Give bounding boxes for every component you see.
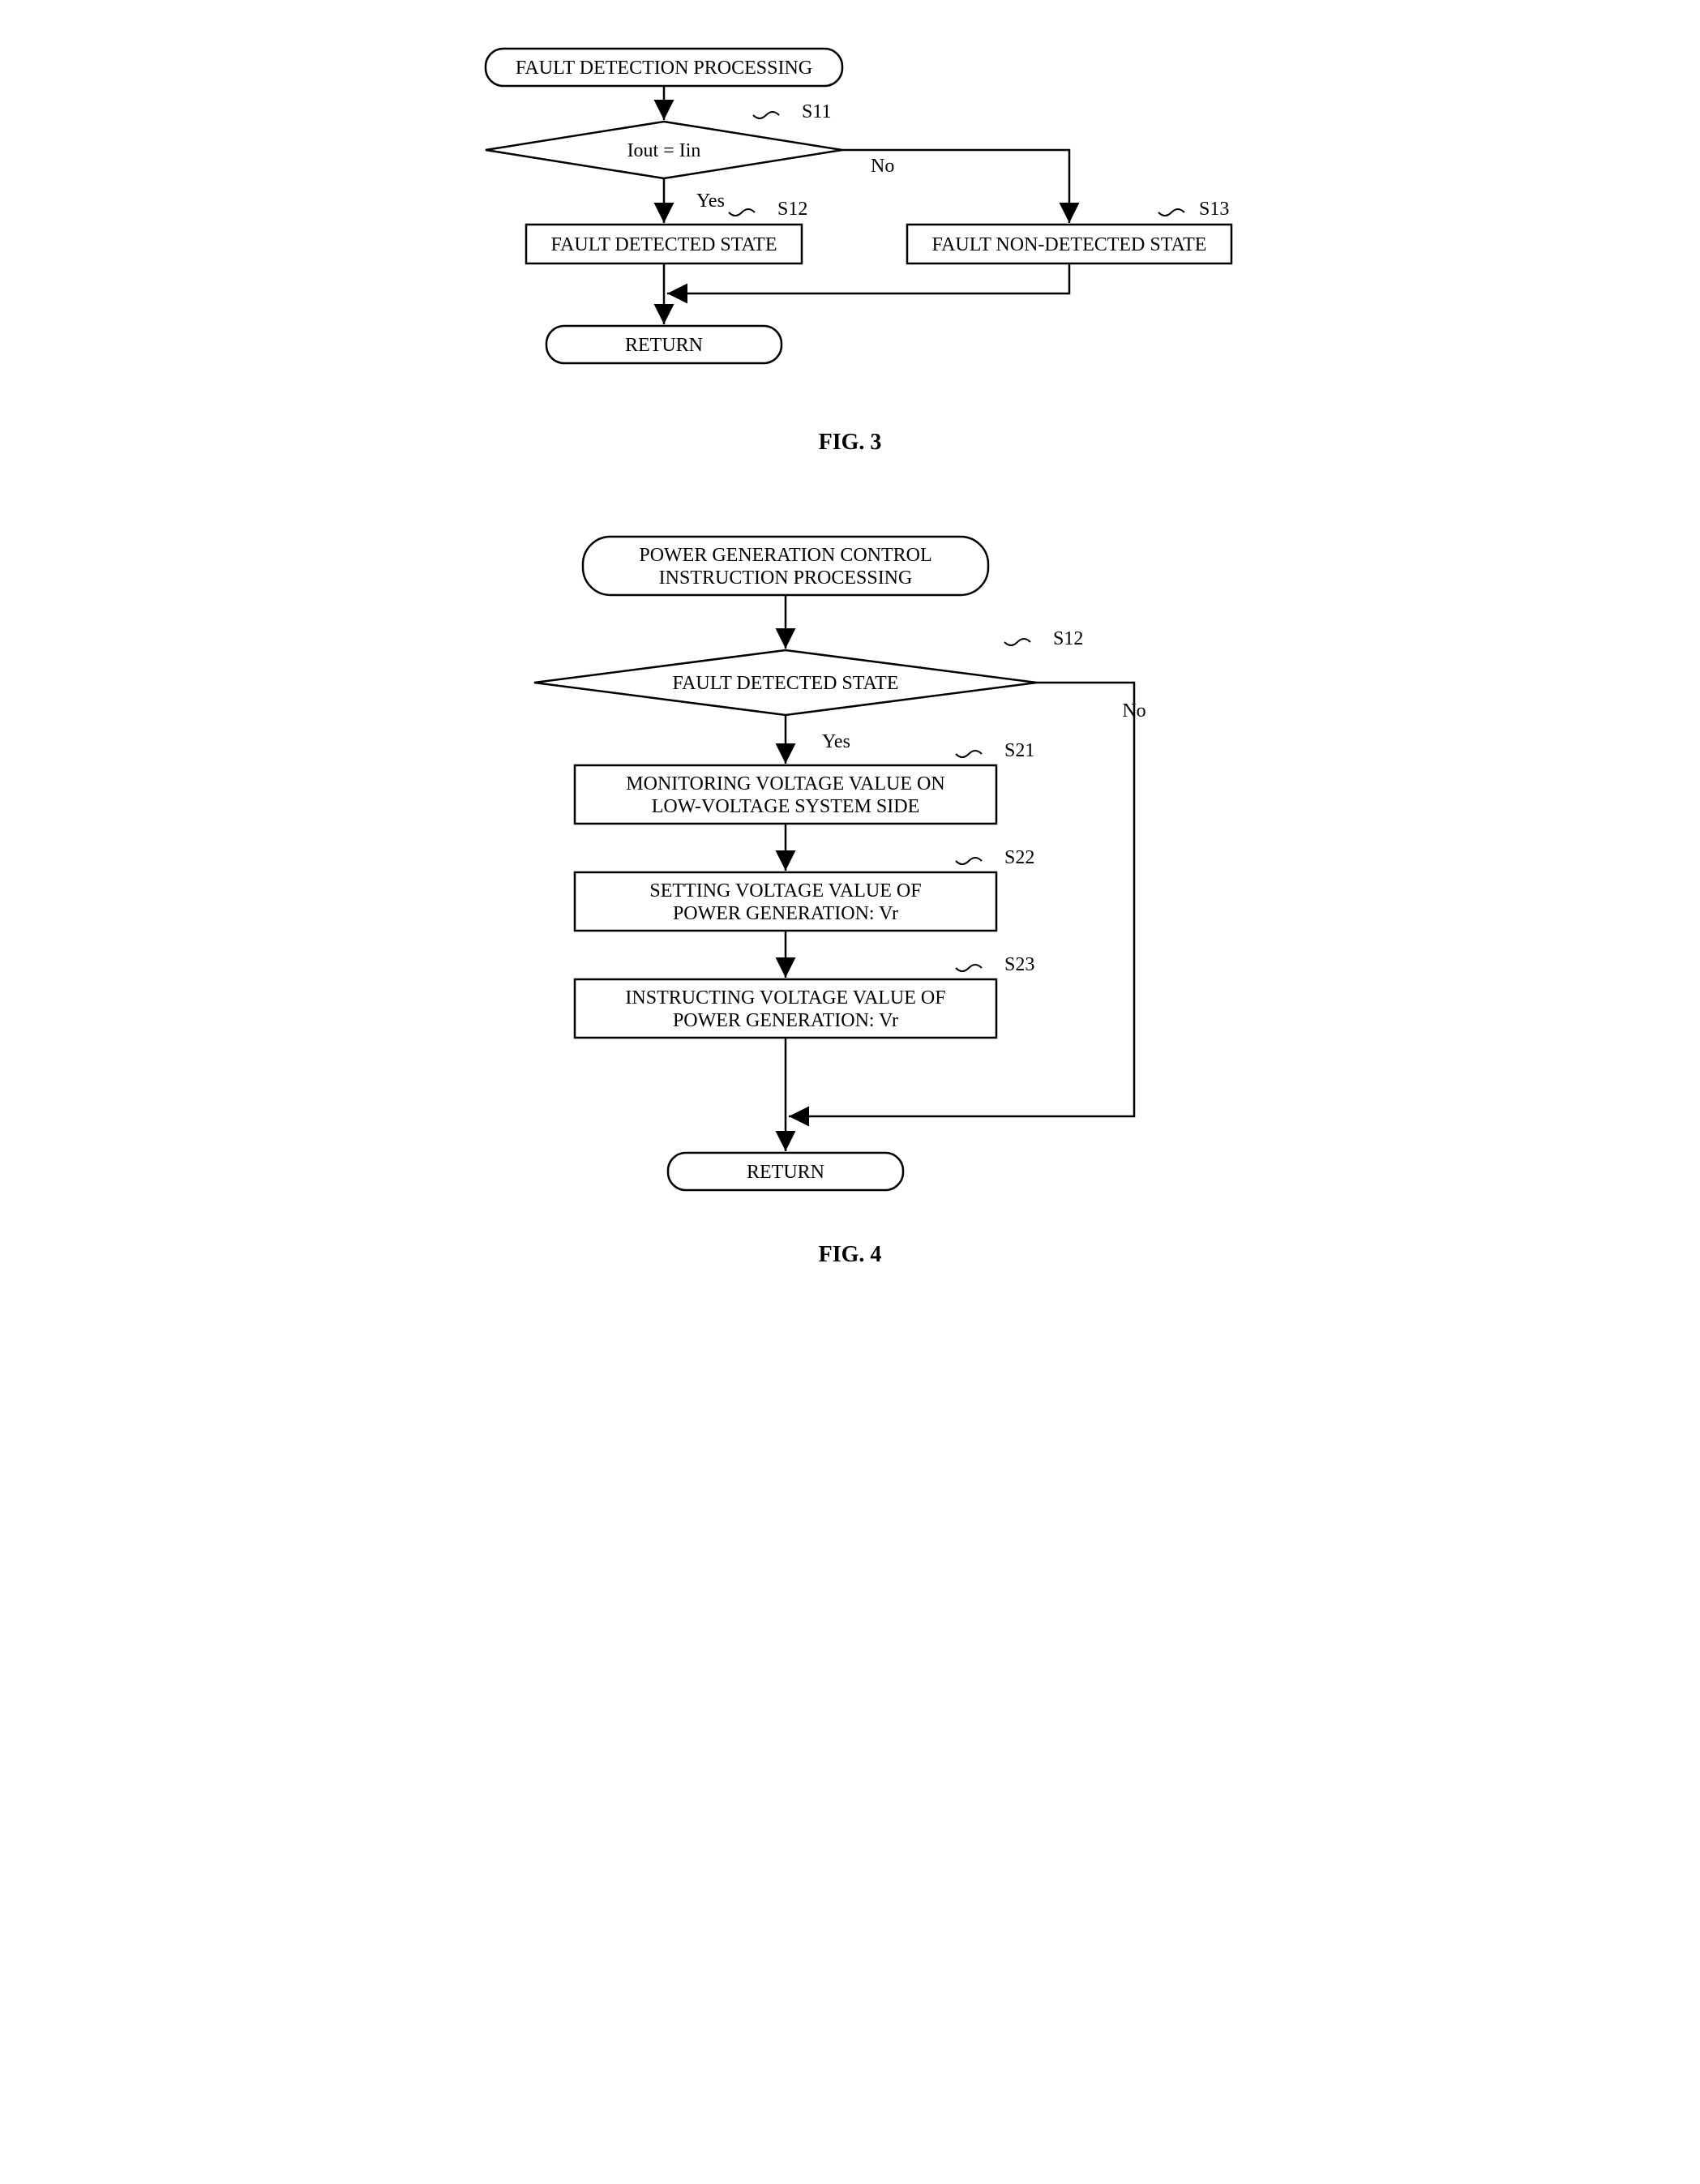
step-id-s12: S12	[777, 199, 807, 220]
step-id-s13: S13	[1199, 199, 1229, 220]
s12-text: FAULT DETECTED STATE	[550, 234, 777, 255]
s21-line1: MONITORING VOLTAGE VALUE ON	[626, 773, 944, 794]
step-id-s12: S12	[1053, 628, 1083, 649]
decision-s11: Iout = Iin	[486, 122, 842, 178]
yes-label: Yes	[696, 191, 725, 212]
return-terminator: RETURN	[546, 326, 781, 363]
decision-text: FAULT DETECTED STATE	[672, 673, 898, 694]
id-tilde	[729, 209, 755, 216]
s21-line2: LOW-VOLTAGE SYSTEM SIDE	[651, 796, 919, 817]
start-line1: POWER GENERATION CONTROL	[639, 545, 931, 566]
arrow	[667, 263, 1069, 293]
id-tilde	[1158, 209, 1184, 216]
step-id-s21: S21	[1004, 740, 1034, 761]
fig4-caption: FIG. 4	[32, 1242, 1668, 1268]
return-label: RETURN	[625, 335, 703, 356]
process-s21: MONITORING VOLTAGE VALUE ON LOW-VOLTAGE …	[575, 765, 996, 824]
s23-line2: POWER GENERATION: Vr	[672, 1010, 897, 1031]
process-s22: SETTING VOLTAGE VALUE OF POWER GENERATIO…	[575, 872, 996, 931]
step-id-s22: S22	[1004, 847, 1034, 868]
s22-line2: POWER GENERATION: Vr	[672, 903, 897, 924]
start-label: FAULT DETECTION PROCESSING	[515, 58, 811, 79]
s13-text: FAULT NON-DETECTED STATE	[931, 234, 1206, 255]
fig3-flowchart: FAULT DETECTION PROCESSING Iout = Iin S1…	[453, 32, 1248, 413]
decision-text: Iout = Iin	[627, 140, 700, 161]
fig3-caption: FIG. 3	[32, 430, 1668, 456]
process-s13: FAULT NON-DETECTED STATE	[907, 225, 1231, 263]
return-terminator: RETURN	[668, 1153, 903, 1190]
return-label: RETURN	[747, 1162, 824, 1183]
id-tilde	[1004, 639, 1030, 645]
step-id-s23: S23	[1004, 954, 1034, 975]
id-tilde	[956, 751, 982, 757]
id-tilde	[956, 858, 982, 864]
yes-label: Yes	[822, 731, 850, 752]
no-label: No	[871, 156, 894, 177]
decision-s12: FAULT DETECTED STATE	[534, 650, 1037, 715]
no-label: No	[1122, 700, 1145, 722]
start-terminator: POWER GENERATION CONTROL INSTRUCTION PRO…	[583, 537, 988, 595]
fig4-flowchart: POWER GENERATION CONTROL INSTRUCTION PRO…	[453, 520, 1248, 1226]
id-tilde	[956, 965, 982, 971]
process-s23: INSTRUCTING VOLTAGE VALUE OF POWER GENER…	[575, 979, 996, 1038]
start-terminator: FAULT DETECTION PROCESSING	[486, 49, 842, 86]
start-line2: INSTRUCTION PROCESSING	[658, 567, 912, 589]
step-id-s11: S11	[802, 101, 831, 122]
process-s12: FAULT DETECTED STATE	[526, 225, 802, 263]
s23-line1: INSTRUCTING VOLTAGE VALUE OF	[625, 987, 945, 1008]
id-tilde	[753, 112, 779, 118]
s22-line1: SETTING VOLTAGE VALUE OF	[649, 880, 921, 901]
